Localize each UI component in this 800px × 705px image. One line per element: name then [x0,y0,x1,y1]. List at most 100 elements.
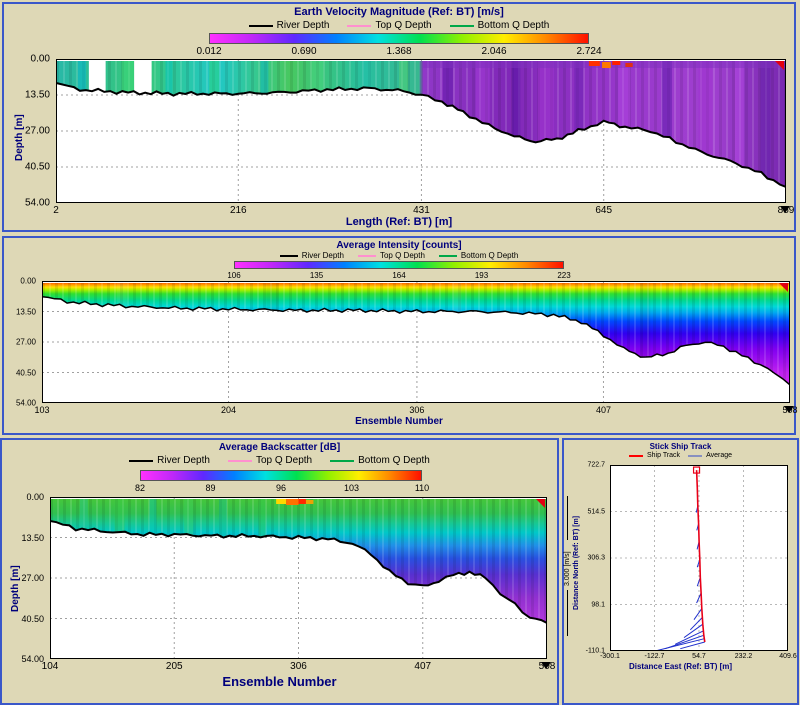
legend-label: Bottom Q Depth [477,20,550,31]
ship-track-plot[interactable] [610,465,788,651]
last-ensemble-marker [784,406,794,418]
colorbar-tick: 82 [134,483,146,493]
colorbar-ticks: 0.012 0.690 1.368 2.046 2.724 [196,46,601,58]
colorbar-tick: 106 [227,271,241,280]
colorbar-tick: 2.724 [576,46,602,57]
legend-line-swatch [129,459,154,462]
colorbar-tick: 2.046 [481,46,507,57]
legend-item-average: Average [688,452,732,459]
legend-item-river-depth: River Depth [279,251,344,260]
legend-label: River Depth [276,20,330,31]
panel-average-backscatter: Average Backscatter [dB] River Depth Top … [0,438,559,705]
legend-line-swatch [248,24,273,27]
y-axis-ticks: 0.00 13.50 27.00 40.50 54.00 [4,277,39,408]
y-tick-label: 722.7 [587,461,605,469]
y-tick-label: 40.50 [15,368,36,377]
legend: Ship Track Average [564,452,797,459]
x-axis-label: Ensemble Number [222,674,337,689]
x-tick-label: -122.7 [644,653,665,660]
x-axis-label: Ensemble Number [355,416,443,427]
y-tick-label: 27.00 [15,337,36,347]
legend-line-swatch [449,24,474,27]
x-tick-label: 216 [229,205,247,216]
x-axis-label: Length (Ref: BT) [m] [345,216,453,228]
x-axis-ticks: -300.1 -122.7 54.7 232.2 409.6 [600,653,797,665]
y-tick-label: 40.50 [21,613,44,624]
y-tick-label: 0.00 [30,53,50,65]
x-tick-label: 232.2 [734,653,753,660]
y-axis-ticks: 0.00 13.50 27.00 40.50 54.00 [4,54,53,209]
velocity-contour-plot[interactable] [56,59,786,203]
y-axis-ticks: 0.00 13.50 27.00 40.50 54.00 [2,492,47,664]
last-ensemble-marker [541,662,551,674]
y-axis-label: Distance North (Ref: BT) [m] [573,515,580,610]
x-axis-label: Distance East (Ref: BT) [m] [628,662,733,671]
legend-label: Bottom Q Depth [460,251,519,260]
panel-title: Average Backscatter [dB] [218,442,341,453]
legend-line-swatch [438,254,457,257]
velocity-scale-label: 3.000 [m/s] [564,551,571,586]
legend-item-river-depth: River Depth [129,455,210,466]
panel-title: Stick Ship Track [649,442,712,451]
velocity-scale-bar [567,590,568,636]
legend-item-top-q-depth: Top Q Depth [227,455,313,466]
panel-title: Average Intensity [counts] [336,240,462,251]
legend-item-top-q-depth: Top Q Depth [357,251,425,260]
velocity-scale-bar [567,496,568,540]
legend-label: River Depth [301,251,344,260]
y-tick-label: 54.00 [21,654,44,664]
legend-line-swatch [688,454,703,457]
legend-line-swatch [347,24,372,27]
x-tick-label: 407 [414,661,432,672]
colorbar [234,261,564,269]
legend-label: Top Q Depth [379,251,425,260]
colorbar [209,33,589,44]
colorbar-tick: 0.690 [291,46,317,57]
x-tick-label: -300.1 [600,653,620,660]
x-tick-label: 54.7 [692,653,706,660]
colorbar-tick: 0.012 [196,46,222,57]
legend: River Depth Top Q Depth Bottom Q Depth [4,251,794,260]
x-tick-label: 407 [595,405,611,415]
colorbar-ticks: 106 135 164 193 223 [227,271,570,283]
y-tick-label: 54.00 [15,398,36,408]
colorbar-tick: 223 [557,271,571,280]
legend-label: Top Q Depth [375,20,432,31]
panel-stick-ship-track: Stick Ship Track Ship Track Average 3.000… [562,438,799,705]
y-tick-label: 98.1 [591,601,605,608]
y-tick-label: 27.00 [24,125,50,137]
legend-label: Bottom Q Depth [358,455,430,466]
colorbar-tick: 1.368 [386,46,412,57]
panel-title: Earth Velocity Magnitude (Ref: BT) [m/s] [294,6,504,18]
colorbar-tick: 89 [205,483,216,493]
legend-label: Top Q Depth [255,455,313,466]
last-ensemble-marker [780,206,790,218]
backscatter-contour-plot[interactable] [50,497,547,659]
x-tick-label: 431 [413,205,430,216]
intensity-contour-plot[interactable] [42,281,790,403]
legend-label: River Depth [157,455,210,466]
legend-item-bottom-q-depth: Bottom Q Depth [449,20,550,31]
y-tick-label: 306.3 [587,554,605,562]
colorbar-tick: 135 [309,271,324,280]
legend-line-swatch [330,459,355,462]
legend-label: Average [706,452,733,459]
legend-item-ship-track: Ship Track [628,452,681,459]
colorbar-tick: 164 [392,271,406,280]
x-tick-label: 205 [165,661,183,672]
colorbar-tick: 110 [414,483,430,493]
y-tick-label: 514.5 [587,508,605,515]
panel-average-intensity: Average Intensity [counts] River Depth To… [2,236,798,435]
legend-line-swatch [279,254,298,257]
colorbar [140,470,422,481]
x-tick-label: 103 [34,405,50,415]
legend-label: Ship Track [646,452,681,459]
colorbar-ticks: 82 89 96 103 110 [135,483,429,495]
legend-line-swatch [628,454,643,457]
x-tick-label: 204 [221,405,237,415]
y-axis-ticks: 722.7 514.5 306.3 98.1 -110.1 [582,461,608,655]
y-tick-label: 13.50 [21,532,44,543]
y-tick-label: 13.50 [15,307,36,316]
x-axis-ticks: 2 216 431 645 859 [53,205,794,217]
y-tick-label: 27.00 [21,573,44,583]
